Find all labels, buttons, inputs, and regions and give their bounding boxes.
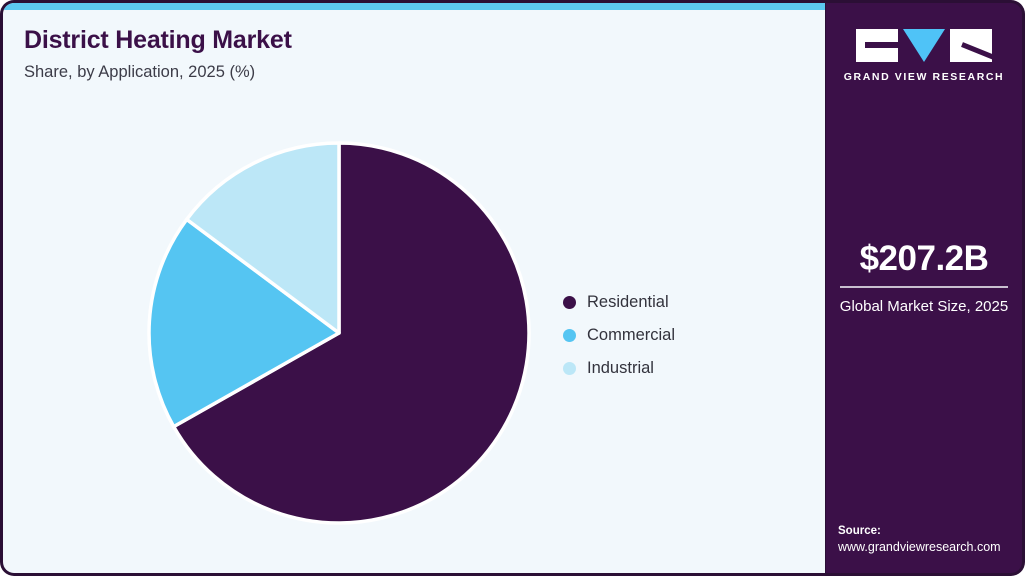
market-size-stat: $207.2B Global Market Size, 2025 (826, 241, 1022, 317)
market-size-caption: Global Market Size, 2025 (839, 298, 1009, 315)
market-size-value: $207.2B (859, 239, 989, 278)
legend-swatch-commercial (563, 329, 576, 342)
title-block: District Heating Market Share, by Applic… (24, 26, 664, 82)
legend-item-industrial[interactable]: Industrial (563, 352, 675, 385)
gvr-letter-v-triangle-icon (903, 29, 945, 62)
legend-label-commercial: Commercial (587, 326, 676, 344)
gvr-letter-r-icon (950, 29, 992, 62)
source-block: Source: www.grandviewresearch.com (838, 524, 1022, 556)
accent-bar (3, 3, 825, 10)
legend-item-residential[interactable]: Residential (563, 286, 675, 319)
gvr-letter-g-icon (856, 29, 898, 62)
source-url[interactable]: www.grandviewresearch.com (838, 540, 1001, 555)
legend-label-residential: Residential (587, 293, 669, 311)
source-label: Source: (838, 524, 881, 537)
pie-chart (3, 3, 825, 573)
page-subtitle: Share, by Application, 2025 (%) (24, 62, 256, 81)
chart-panel: District Heating Market Share, by Applic… (3, 3, 825, 573)
pie-chart-svg (147, 141, 531, 525)
pie-slice-commercial[interactable] (147, 217, 341, 429)
brand-panel: GRAND VIEW RESEARCH $207.2B Global Marke… (826, 3, 1022, 573)
pie-slice-residential[interactable] (171, 141, 531, 525)
page-title: District Heating Market (24, 26, 292, 54)
chart-legend: Residential Commercial Industrial (563, 286, 675, 385)
legend-label-industrial: Industrial (587, 359, 654, 377)
stat-divider (840, 286, 1008, 288)
brand-logo: GRAND VIEW RESEARCH (826, 29, 1022, 83)
legend-item-commercial[interactable]: Commercial (563, 319, 675, 352)
logo-marks (826, 29, 1022, 62)
legend-swatch-residential (563, 296, 576, 309)
pie-slice-industrial[interactable] (184, 141, 341, 335)
legend-swatch-industrial (563, 362, 576, 375)
brand-name: GRAND VIEW RESEARCH (843, 71, 1005, 83)
